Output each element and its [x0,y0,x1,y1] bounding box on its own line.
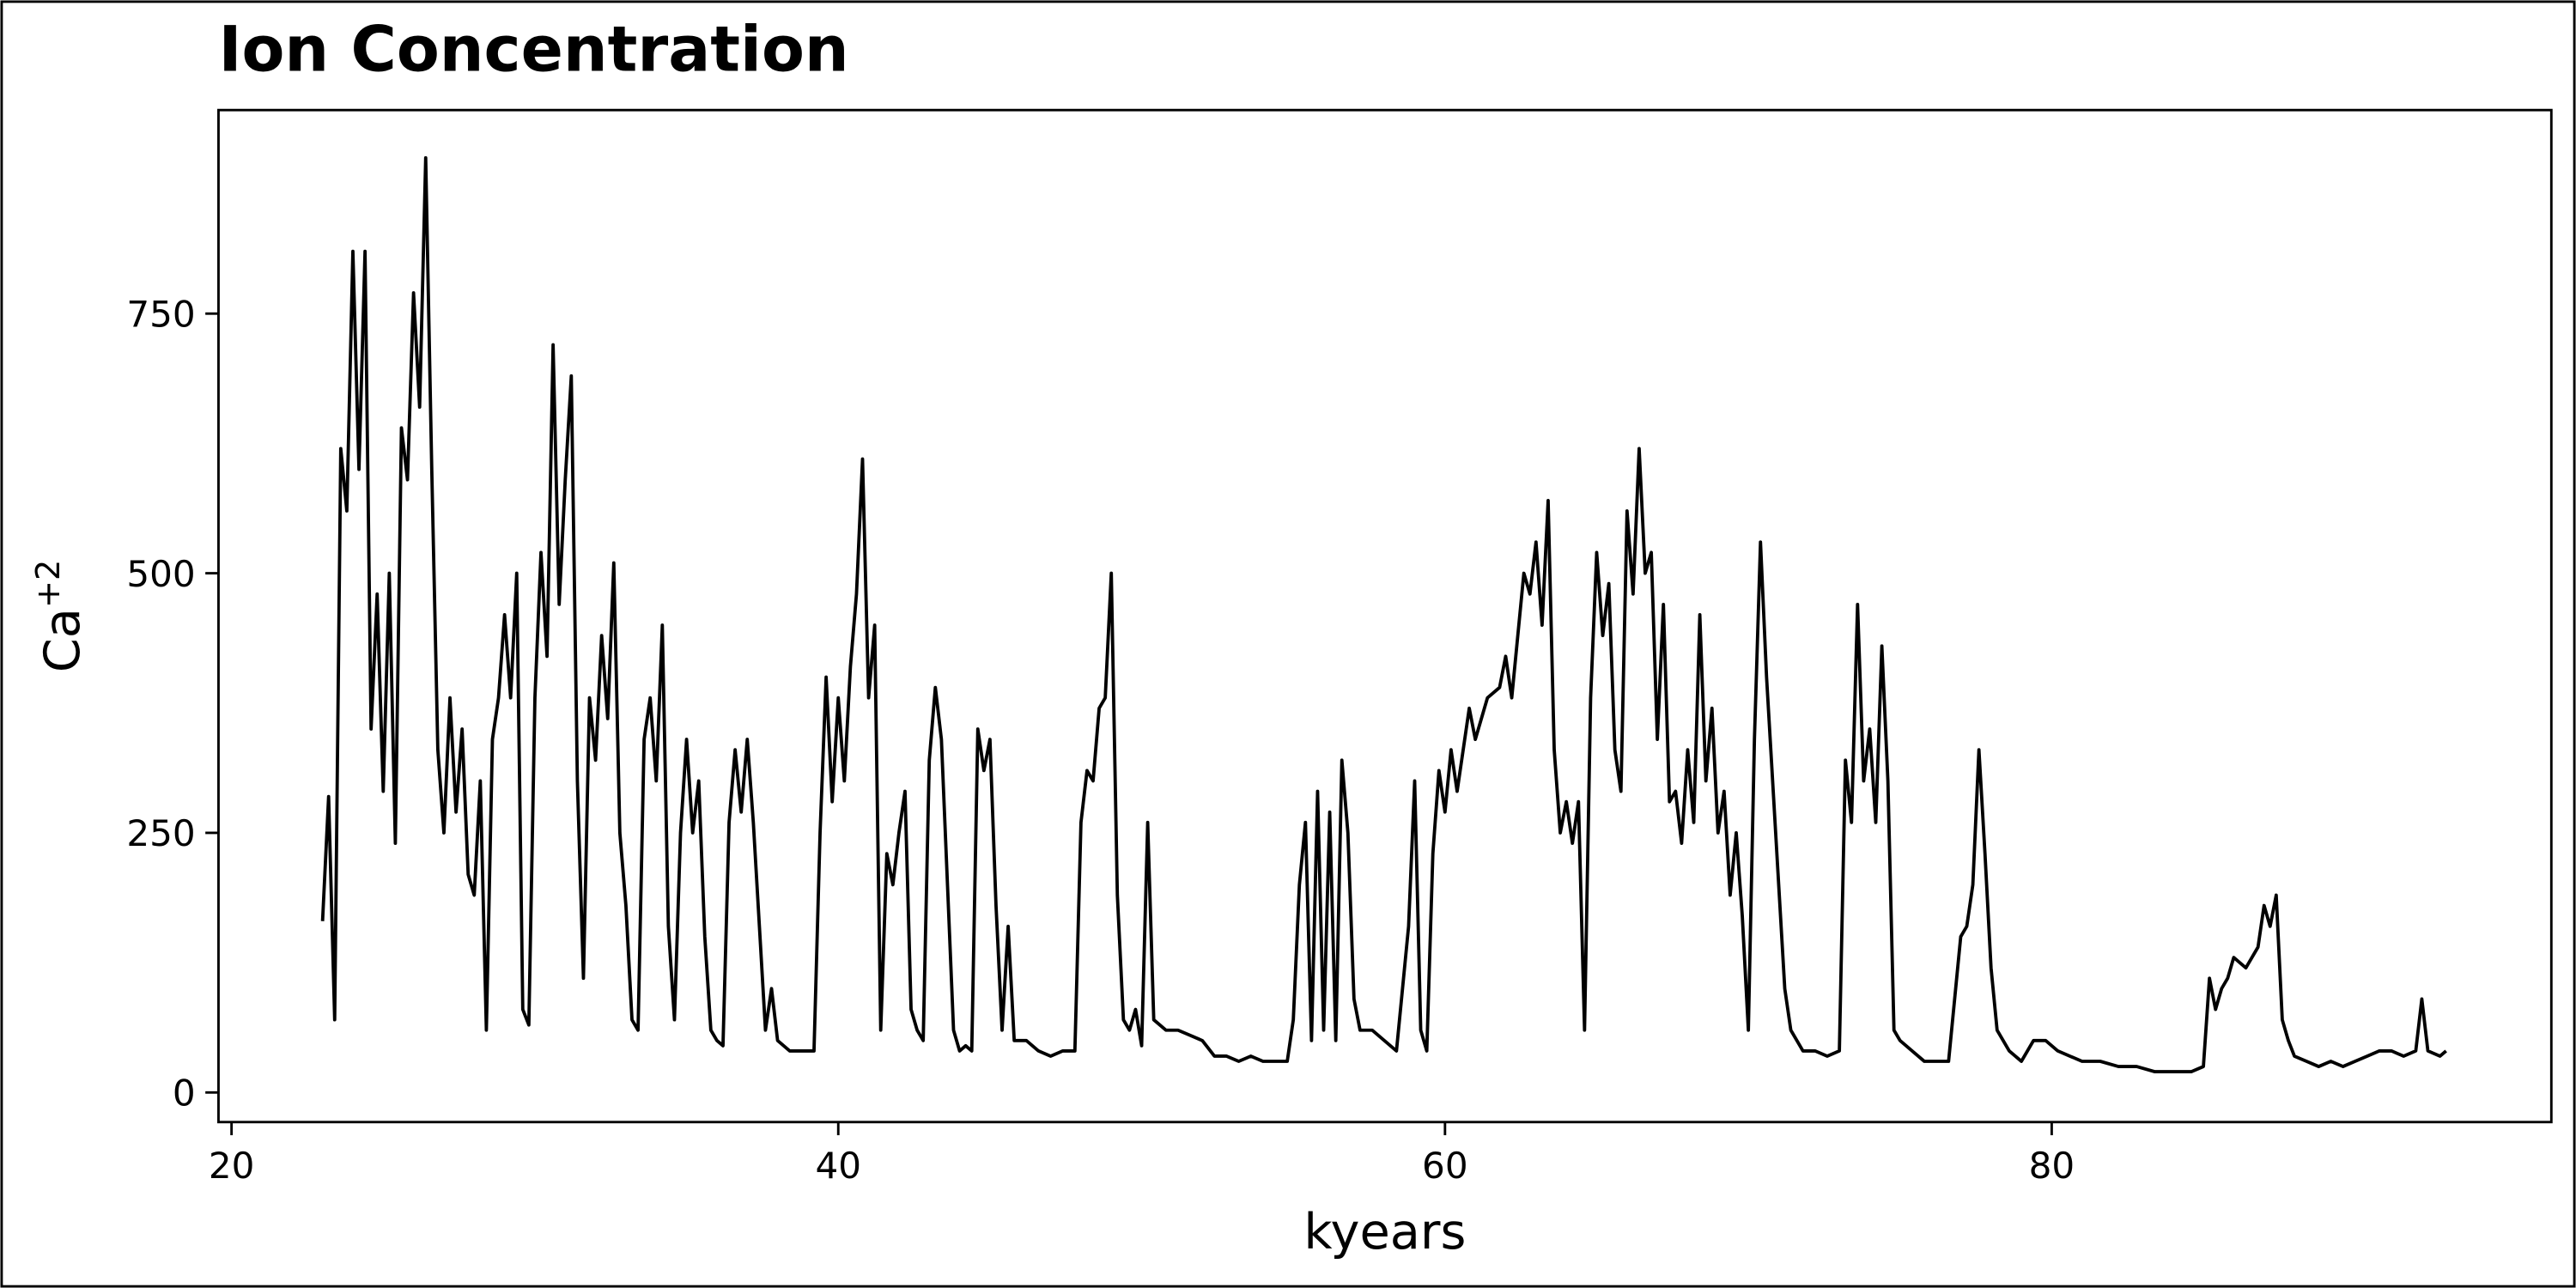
y-label-superscript: +2 [29,560,68,608]
x-tick-label: 20 [209,1145,255,1187]
y-label-main: Ca [33,608,91,672]
x-tick-label: 40 [815,1145,861,1187]
x-tick-label: 60 [1422,1145,1468,1187]
y-tick-label: 0 [173,1072,196,1115]
x-axis-label: kyears [1303,1203,1466,1261]
data-line [320,155,2447,1074]
plot-frame [217,108,2553,1124]
y-tick-label: 750 [126,294,195,336]
y-tick-label: 500 [126,553,195,595]
chart-title: Ion Concentration [218,14,848,86]
x-tick-label: 80 [2029,1145,2075,1187]
y-tick-label: 250 [126,812,195,854]
y-axis-label: Ca+2 [29,560,91,673]
